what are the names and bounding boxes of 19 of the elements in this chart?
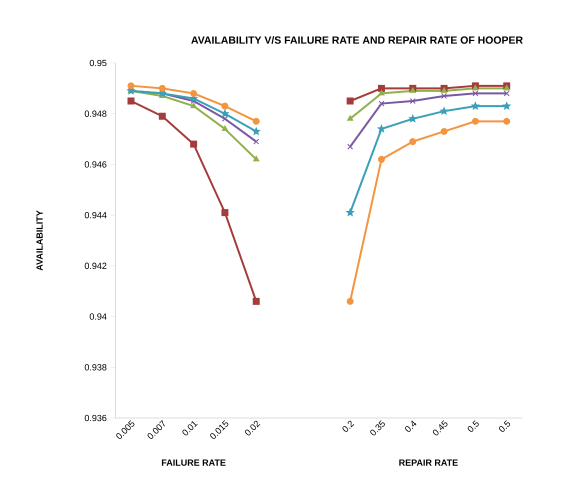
- x-tick-label: 0.01: [182, 421, 198, 436]
- y-tick-label: 0.948: [84, 110, 106, 117]
- y-tick-label: 0.936: [84, 414, 106, 422]
- x-tick-label: 0.5: [499, 420, 510, 432]
- y-axis-title: AVAILABILITY: [36, 210, 43, 270]
- x-tick-label: 0.35: [370, 420, 385, 436]
- chart-title: AVAILABILITY V/S FAILURE RATE AND REPAIR RATE OF HOOPER: [191, 36, 523, 44]
- y-tick-label: 0.938: [84, 364, 106, 370]
- y-tick-label: 0.94: [90, 313, 107, 320]
- x-tick-label: 0.4: [405, 420, 416, 432]
- y-tick-label: 0.946: [84, 161, 106, 168]
- x-tick-label: 0.02: [245, 420, 260, 436]
- x-tick-label: 0.5: [468, 420, 479, 432]
- x-axis-title: FAILURE RATE: [162, 460, 226, 466]
- y-tick-label: 0.942: [84, 262, 106, 270]
- y-tick-label: 0.944: [84, 212, 107, 218]
- x-tick-label: 0.2: [342, 420, 354, 432]
- text: REPAIR RATE: [399, 460, 458, 466]
- y-tick-label: 0.95: [90, 60, 106, 66]
